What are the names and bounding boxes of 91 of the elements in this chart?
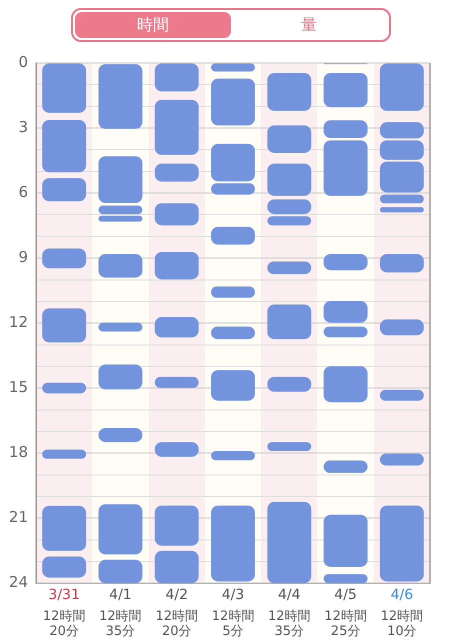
y-tick-label: 12 xyxy=(8,312,28,331)
bar xyxy=(324,72,368,108)
bar xyxy=(267,304,312,340)
bar xyxy=(42,64,86,113)
bar xyxy=(211,183,255,195)
bar xyxy=(267,502,312,584)
bar xyxy=(324,254,368,270)
y-tick-label: 9 xyxy=(18,248,28,266)
bar xyxy=(267,442,312,451)
bar xyxy=(380,390,424,401)
bar xyxy=(98,254,142,278)
bar xyxy=(42,178,86,202)
bar xyxy=(267,216,312,226)
bar xyxy=(267,376,312,392)
bar xyxy=(154,100,199,155)
bar xyxy=(154,203,199,226)
total-label: 12時間25分 xyxy=(324,608,367,639)
bar xyxy=(211,286,255,298)
bar xyxy=(267,125,312,153)
x-tick-label: 4/5 xyxy=(334,587,357,604)
bar xyxy=(380,319,424,336)
y-tick-label: 0 xyxy=(18,52,28,71)
bar xyxy=(211,78,255,126)
bar xyxy=(380,454,424,466)
bar xyxy=(98,364,142,390)
bar xyxy=(324,574,368,584)
total-label: 12時間20分 xyxy=(42,608,86,639)
bar xyxy=(98,560,142,584)
total-label: 12時間35分 xyxy=(99,608,142,639)
bar xyxy=(380,194,424,204)
bar xyxy=(42,506,86,551)
x-tick-label: 4/1 xyxy=(109,587,132,604)
bar xyxy=(42,450,86,459)
bar xyxy=(98,206,142,214)
bar xyxy=(267,199,312,214)
bar xyxy=(42,248,86,268)
bar xyxy=(267,72,312,111)
bar xyxy=(211,370,255,401)
bar xyxy=(154,317,199,338)
total-label: 12時間35分 xyxy=(268,608,311,639)
bar xyxy=(154,442,199,457)
bar xyxy=(324,366,368,402)
y-tick-label: 15 xyxy=(8,378,28,396)
total-label: 12時間10分 xyxy=(380,608,424,639)
y-tick-label: 24 xyxy=(8,573,28,592)
bar xyxy=(42,556,86,578)
bar xyxy=(324,514,368,567)
bar xyxy=(380,207,424,212)
x-tick-label: 3/31 xyxy=(48,587,80,604)
x-tick-label: 4/2 xyxy=(165,587,188,604)
bar xyxy=(267,262,312,274)
bar xyxy=(98,216,142,222)
bar xyxy=(154,376,199,388)
y-tick-label: 6 xyxy=(18,182,28,201)
bar xyxy=(42,308,86,342)
bar xyxy=(380,64,424,111)
bar xyxy=(324,140,368,196)
bar xyxy=(98,64,142,129)
bar xyxy=(380,254,424,272)
bar xyxy=(211,450,255,460)
bar xyxy=(380,122,424,138)
bar xyxy=(211,326,255,340)
bar xyxy=(154,506,199,546)
bar xyxy=(154,64,199,92)
total-label: 12時間20分 xyxy=(155,608,198,639)
y-tick-label: 21 xyxy=(8,508,28,526)
bar xyxy=(267,164,312,196)
segmented-toggle: 時間 量 xyxy=(71,8,391,42)
bar xyxy=(154,164,199,182)
bar xyxy=(98,322,142,332)
bar xyxy=(42,382,86,394)
bar xyxy=(324,326,368,338)
bar xyxy=(324,460,368,473)
bar xyxy=(324,120,368,138)
x-tick-label: 4/3 xyxy=(222,587,244,604)
bar xyxy=(211,144,255,182)
total-label: 12時間5分 xyxy=(212,608,254,639)
y-tick-label: 18 xyxy=(8,443,28,462)
bar xyxy=(211,506,255,582)
x-tick-label: 4/6 xyxy=(390,587,414,604)
bar xyxy=(380,506,424,582)
y-tick-label: 3 xyxy=(18,118,28,136)
bar xyxy=(211,64,255,72)
bar xyxy=(98,156,142,204)
bar xyxy=(211,226,255,245)
x-tick-label: 4/4 xyxy=(278,587,301,604)
bar xyxy=(98,504,142,554)
bar xyxy=(154,252,199,280)
bar xyxy=(42,120,86,172)
bar xyxy=(324,300,368,323)
bar xyxy=(154,550,199,584)
